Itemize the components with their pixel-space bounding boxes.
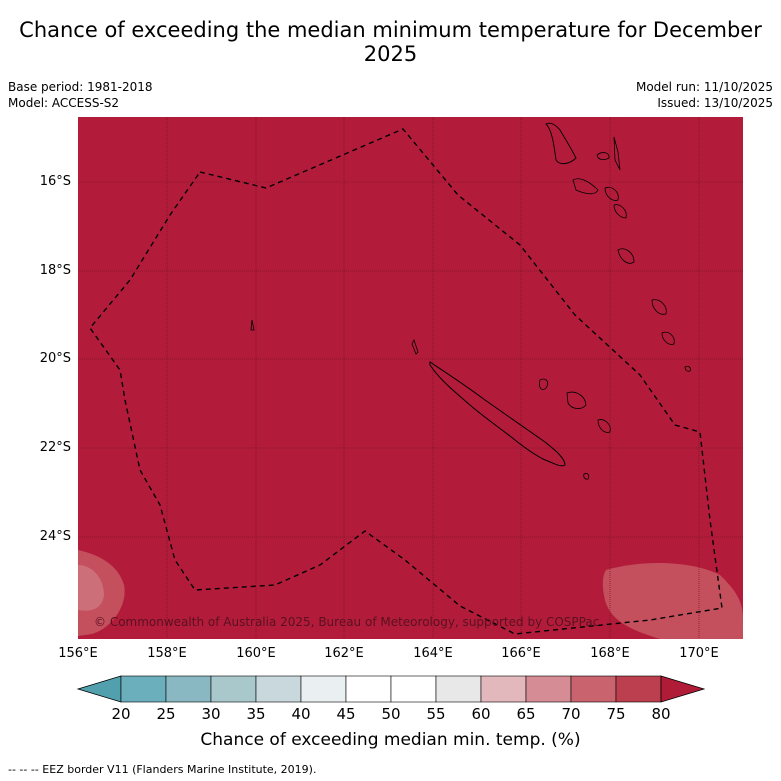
map-title: Chance of exceeding the median minimum t… [19,18,762,66]
colorbar-label-60: 60 [471,705,491,723]
lon-tick-162e: 162°E [324,646,364,661]
ambrym-island [604,186,619,201]
malekula-island [572,178,599,195]
colorbar-label-70: 70 [561,705,581,723]
colorbar-label-65: 65 [516,705,536,723]
colorbar-label-20: 20 [111,705,131,723]
eez-border [89,128,723,635]
efate-island [617,248,635,264]
colorbar-label-25: 25 [156,705,176,723]
colorbar-label-45: 45 [336,705,356,723]
lat-tick-20s: 20°S [39,351,71,366]
ouvea-island [539,378,548,390]
copyright-notice: © Commonwealth of Australia 2025, Bureau… [94,615,600,629]
vanuatu-islet-1 [596,152,610,161]
lon-tick-156e: 156°E [58,646,98,661]
colorbar-title: Chance of exceeding median min. temp. (%… [200,730,581,750]
model-name: Model: ACCESS-S2 [8,96,120,110]
erromango-island [651,299,667,315]
colorbar-label-75: 75 [606,705,626,723]
patch-southeast [602,563,743,639]
lifou-island [566,391,587,409]
lat-tick-18s: 18°S [39,263,71,278]
eez-footnote: -- -- -- EEZ border V11 (Flanders Marine… [8,763,317,776]
mare-island [597,419,611,433]
lon-tick-160e: 160°E [236,646,276,661]
patch-southwest-inner [78,565,104,611]
lat-tick-16s: 16°S [39,174,71,189]
lat-tick-24s: 24°S [39,529,71,544]
colorbar-label-35: 35 [246,705,266,723]
lon-tick-168e: 168°E [590,646,630,661]
colorbar-label-55: 55 [426,705,446,723]
lat-tick-22s: 22°S [39,440,71,455]
colorbar-label-50: 50 [381,705,401,723]
lon-tick-158e: 158°E [147,646,187,661]
model-run: Model run: 11/10/2025 [635,80,773,94]
espiritu-santo [545,122,577,165]
graticule [78,117,743,639]
colorbar-label-80: 80 [651,705,671,723]
colorbar-label-30: 30 [201,705,221,723]
base-period: Base period: 1981-2018 [8,80,153,94]
aneityum-island [684,365,691,372]
map-area [78,117,743,639]
colorbar-label-40: 40 [291,705,311,723]
meta-left: Base period: 1981-2018 Model: ACCESS-S2 [8,79,153,111]
new-caledonia-coastline [429,361,566,467]
belep-islands [411,338,419,355]
tanna-island [661,331,675,345]
maewo-island [613,136,621,171]
epi-island [613,204,627,219]
lon-tick-164e: 164°E [413,646,453,661]
lon-tick-166e: 166°E [501,646,541,661]
meta-right: Model run: 11/10/2025 Issued: 13/10/2025 [636,79,773,111]
issued-date: Issued: 13/10/2025 [657,96,773,110]
lon-tick-170e: 170°E [679,646,719,661]
isle-of-pines [583,473,590,480]
small-reef-island [250,319,255,331]
